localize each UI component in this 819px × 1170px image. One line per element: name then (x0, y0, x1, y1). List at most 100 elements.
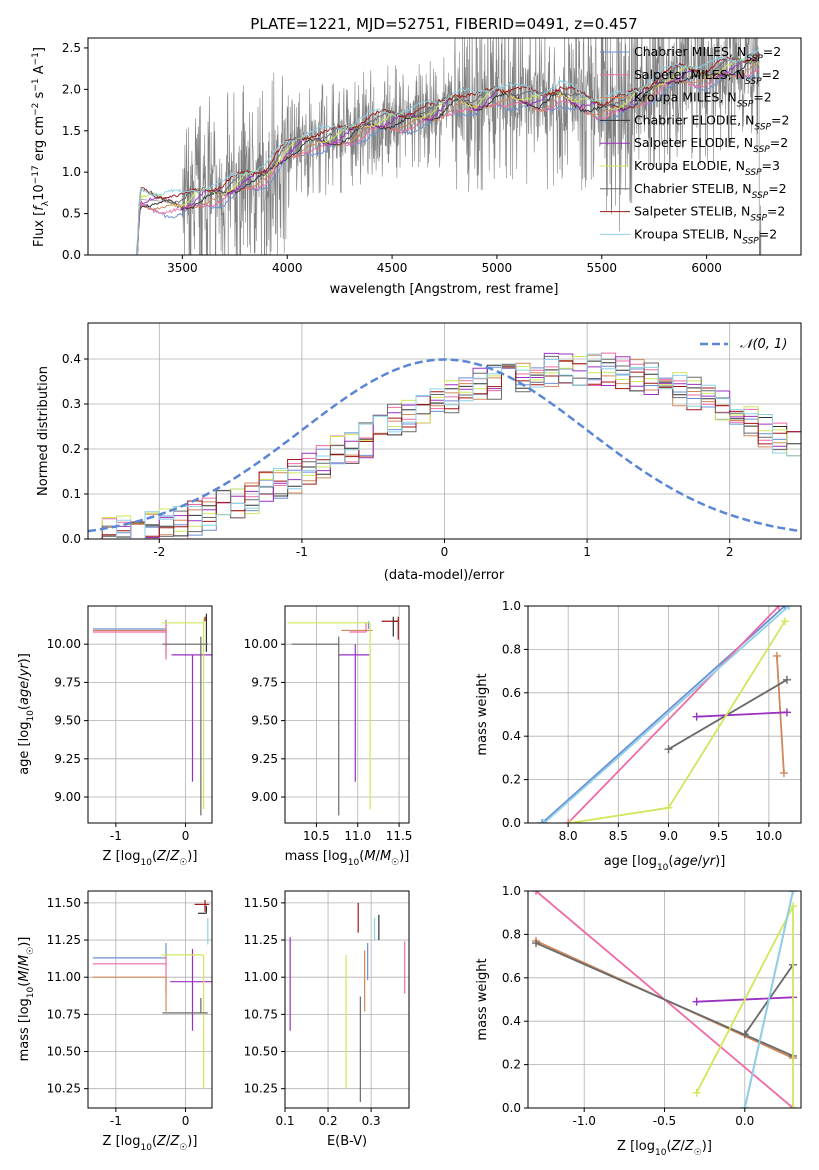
x-tick-label: -1 (110, 1114, 122, 1128)
x-axis-label: (data-model)/error (384, 568, 505, 583)
y-tick-label: 11.25 (47, 933, 81, 947)
y-tick-label: 10.25 (244, 1082, 278, 1096)
plot-age_vs_z: -1 0 9.00 9.25 9.50 9.75 10.00 Z [log10(Z/Z☉)] a… (17, 605, 213, 868)
x-tick-label: 3500 (167, 261, 198, 275)
weight-marker (692, 1088, 701, 1097)
plot-area-residuals (88, 352, 801, 539)
weight-line-model-2 (776, 655, 785, 774)
y-tick-label: 2.5 (62, 41, 81, 55)
x-tick-label: 10.0 (756, 829, 783, 843)
y-tick-label: 10.75 (47, 1007, 81, 1021)
weight-marker (782, 675, 791, 684)
x-tick-label: 8.0 (559, 829, 578, 843)
weight-marker (564, 819, 573, 823)
y-tick-label: 0.0 (62, 248, 81, 262)
x-tick-label: 0.1 (275, 1114, 294, 1128)
y-tick-label: 10.75 (244, 1007, 278, 1021)
plot-area-spectrum (135, 38, 762, 255)
axes-frame (284, 890, 410, 1109)
y-tick-label: 9.00 (251, 790, 278, 804)
x-tick-label: 0.2 (319, 1114, 338, 1128)
weight-marker (772, 651, 781, 660)
legend-entry: Salpeter MILES, NSSP=2 (634, 67, 780, 87)
y-axis-label: mass weight (475, 673, 490, 755)
y-tick-label: 11.50 (47, 896, 81, 910)
plot-area-mass_vs_ebv (289, 902, 406, 1103)
y-tick-label: 1.0 (502, 599, 521, 613)
y-tick-label: 9.75 (54, 675, 81, 689)
weight-marker (782, 708, 791, 717)
x-axis-label: E(B-V) (327, 1134, 367, 1149)
axes-frame (87, 37, 802, 256)
y-tick-label: 0.4 (502, 729, 521, 743)
plot-spectrum: 3500 4000 4500 5000 5500 6000 0.0 0.5 1.0 1.5 2.0 2… (31, 37, 802, 297)
y-tick-label: 11.00 (244, 970, 278, 984)
weight-marker (664, 745, 673, 754)
y-tick-label: 0.0 (62, 532, 81, 546)
plot-age_vs_mass: 10.5 11.0 11.5 9.00 9.25 9.50 9.75 10.00 mass [l… (244, 605, 412, 868)
weight-marker (788, 1104, 797, 1108)
weight-marker (566, 819, 575, 823)
x-tick-label: 0 (182, 1114, 190, 1128)
y-tick-label: 0.6 (502, 686, 521, 700)
x-tick-label: 4000 (272, 261, 303, 275)
weight-line-model-8 (743, 891, 794, 1108)
y-tick-label: 10.25 (47, 1082, 81, 1096)
weight-marker (532, 939, 541, 948)
weight-marker (532, 891, 541, 895)
model-spectrum-line-8 (136, 48, 760, 255)
y-tick-label: 10.50 (47, 1045, 81, 1059)
y-axis-label: Normed distribution (36, 366, 51, 496)
legend-entry: Kroupa MILES, NSSP=2 (634, 90, 772, 110)
y-tick-label: 11.50 (244, 896, 278, 910)
y-axis-label: Flux [fλ10−17 erg cm−2 s−1 A−1] (31, 47, 51, 247)
y-tick-label: 0.6 (502, 971, 521, 985)
x-tick-label: -2 (153, 545, 165, 559)
y-tick-label: 0.8 (502, 927, 521, 941)
weight-marker (788, 891, 797, 895)
x-tick-label: -0.5 (653, 1114, 676, 1128)
plot-mass_vs_z: -1 0 10.25 10.50 10.75 11.00 11.25 11.50 Z [log1… (17, 890, 213, 1153)
y-tick-label: 0.4 (62, 352, 81, 366)
legend-entry: Salpeter STELIB, NSSP=2 (634, 204, 785, 224)
y-tick-label: 9.25 (54, 752, 81, 766)
plot-area-age_vs_mass (287, 616, 399, 816)
y-tick-label: 1.5 (62, 124, 81, 138)
x-tick-label: 11.0 (344, 829, 371, 843)
legend-entry: Chabrier MILES, NSSP=2 (634, 44, 781, 64)
legend-entry: Salpeter ELODIE, NSSP=2 (634, 135, 788, 155)
y-tick-label: 0.0 (502, 1101, 521, 1115)
y-tick-label: 0.1 (62, 487, 81, 501)
y-axis-label: mass [log10(M/M☉)] (17, 937, 36, 1062)
x-axis-label: Z [log10(Z/Z☉)] (617, 1139, 712, 1158)
x-tick-label: 0 (182, 829, 190, 843)
x-axis-label: Z [log10(Z/Z☉)] (103, 849, 198, 868)
y-axis-label: mass weight (475, 958, 490, 1040)
legend-entry: Kroupa ELODIE, NSSP=3 (634, 158, 780, 178)
weight-marker (780, 617, 789, 626)
x-axis-label: Z [log10(Z/Z☉)] (103, 1134, 198, 1153)
y-tick-label: 10.00 (244, 637, 278, 651)
x-tick-label: 5000 (482, 261, 513, 275)
y-tick-label: 0.3 (62, 397, 81, 411)
y-tick-label: 9.50 (251, 714, 278, 728)
weight-marker (779, 769, 788, 778)
histogram-step-8 (88, 353, 801, 539)
y-tick-label: 0.2 (502, 1058, 521, 1072)
y-tick-label: 1.0 (502, 884, 521, 898)
x-axis-label: mass [log10(M/M☉)] (285, 849, 410, 868)
x-tick-label: 2 (726, 545, 734, 559)
x-axis-label: wavelength [Angstrom, rest frame] (330, 282, 559, 297)
x-tick-label: 10.5 (303, 829, 330, 843)
y-tick-label: 9.75 (251, 675, 278, 689)
plot-residuals: -2 -1 0 1 2 0.0 0.1 0.2 0.3 0.4 𝒩(0, 1) (data-model… (36, 322, 802, 583)
histogram-step-6 (88, 355, 801, 539)
y-tick-label: 0.4 (502, 1014, 521, 1028)
legend-entry: Kroupa STELIB, NSSP=2 (634, 226, 777, 246)
x-tick-label: 5500 (587, 261, 618, 275)
model-spectrum-line-1 (136, 68, 760, 255)
x-tick-label: -1 (296, 545, 308, 559)
model-spectrum-line-4 (136, 58, 760, 255)
x-tick-label: -1.0 (572, 1114, 595, 1128)
